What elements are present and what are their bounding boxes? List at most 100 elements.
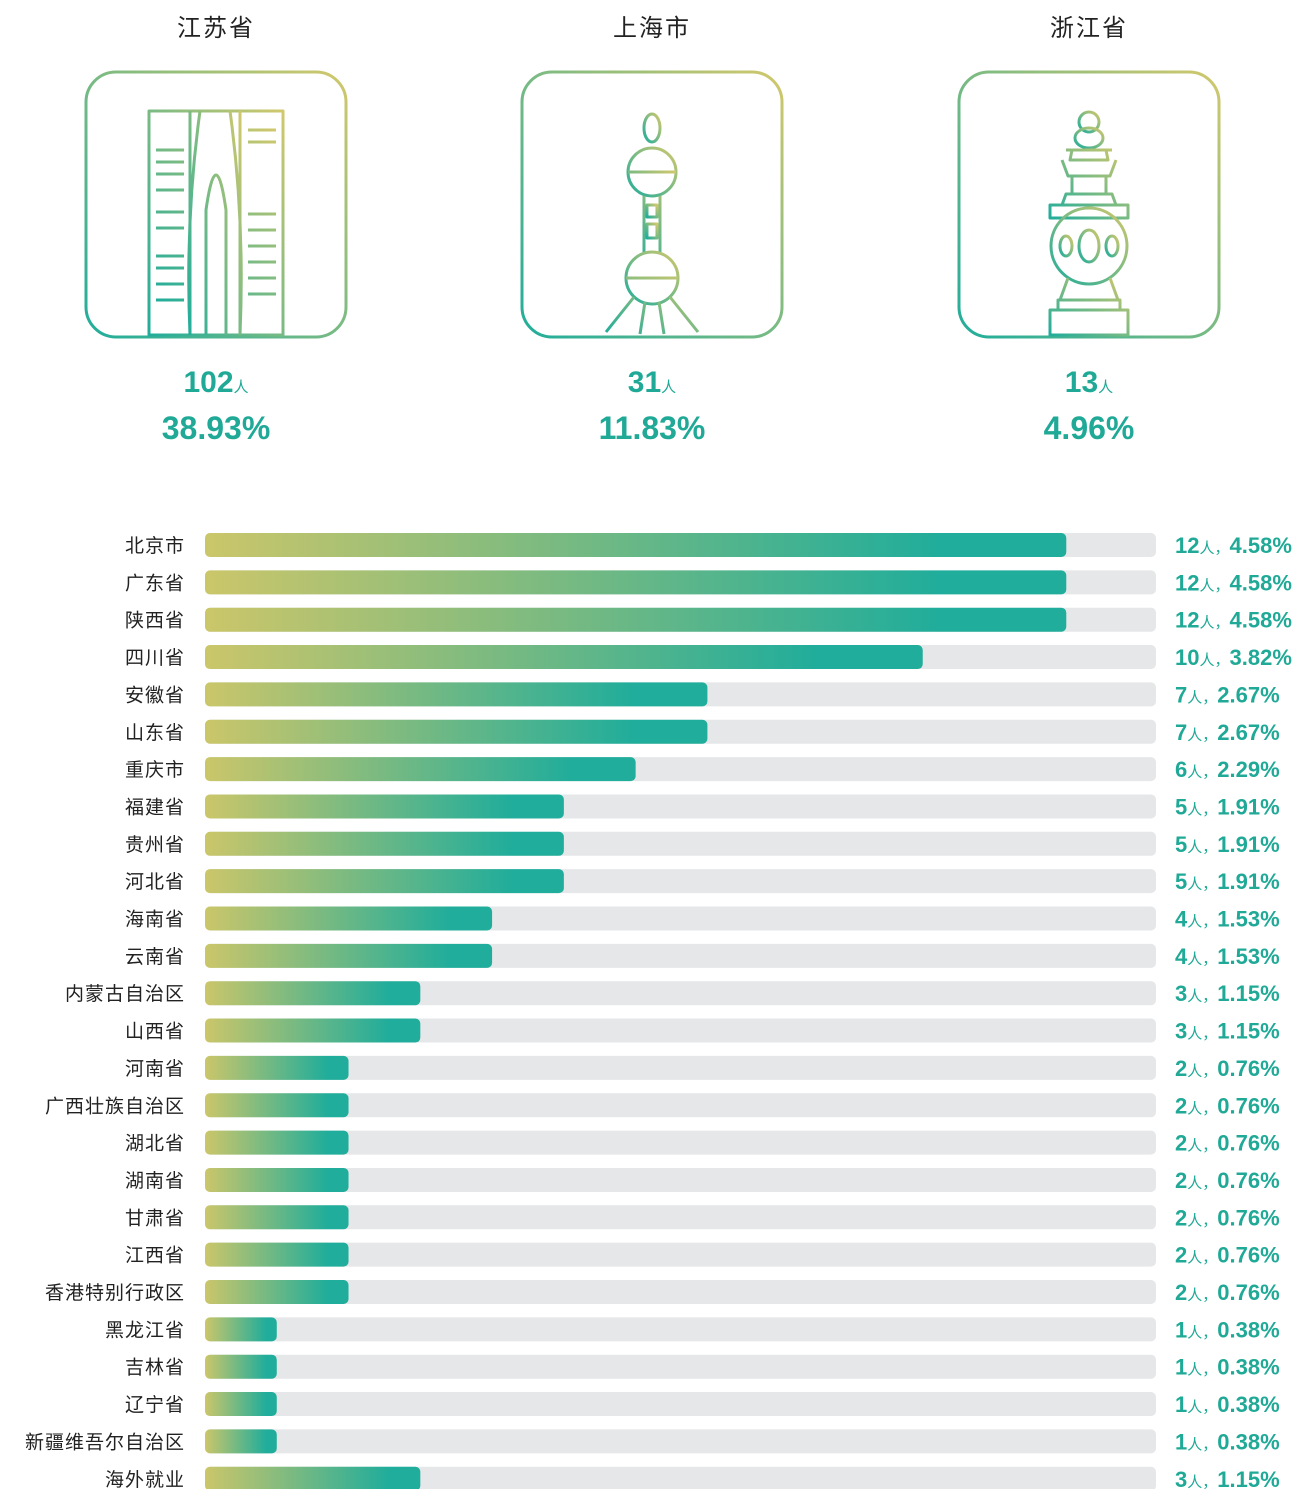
bar <box>205 1467 420 1489</box>
value-separator: ， <box>1202 1473 1217 1489</box>
category-label: 安徽省 <box>125 684 185 706</box>
value-count: 3 <box>1175 1467 1187 1489</box>
bar <box>205 1056 349 1080</box>
value-count: 12 <box>1175 570 1199 595</box>
bar <box>205 1093 349 1117</box>
value-count: 2 <box>1175 1093 1187 1118</box>
value-count: 2 <box>1175 1056 1187 1081</box>
category-label: 江西省 <box>125 1245 185 1267</box>
bar <box>205 533 1066 557</box>
value-count: 1 <box>1175 1392 1187 1417</box>
value-percent: 4.58% <box>1230 608 1292 633</box>
bar <box>205 608 1066 632</box>
value-separator: ， <box>1202 1099 1217 1117</box>
card-percent: 4.96% <box>1044 410 1135 446</box>
value-unit: 人 <box>1187 1473 1202 1489</box>
bar-track <box>205 1355 1156 1379</box>
value-count: 10 <box>1175 645 1199 670</box>
value-unit: 人 <box>1199 614 1214 632</box>
category-label: 陕西省 <box>125 610 185 632</box>
bar <box>205 944 492 968</box>
card-title: 江苏省 <box>177 14 255 42</box>
value-count: 4 <box>1175 907 1188 932</box>
value-label: 12人，4.58% <box>1175 570 1292 595</box>
value-separator: ， <box>1215 651 1230 669</box>
category-label: 吉林省 <box>125 1357 185 1379</box>
value-separator: ， <box>1202 1361 1217 1379</box>
value-separator: ， <box>1202 1286 1217 1304</box>
value-count: 2 <box>1175 1205 1187 1230</box>
value-separator: ， <box>1202 1398 1217 1416</box>
value-label: 4人，1.53% <box>1175 944 1280 969</box>
bar <box>205 682 707 706</box>
value-label: 7人，2.67% <box>1175 720 1280 745</box>
value-unit: 人 <box>1187 726 1202 744</box>
value-count: 6 <box>1175 757 1187 782</box>
bar <box>205 1392 277 1416</box>
count-unit: 人 <box>661 378 676 396</box>
category-label: 河北省 <box>125 871 185 893</box>
category-label: 重庆市 <box>125 759 185 781</box>
value-label: 2人，0.76% <box>1175 1056 1280 1081</box>
bar <box>205 869 564 893</box>
value-percent: 0.76% <box>1217 1131 1279 1156</box>
value-label: 1人，0.38% <box>1175 1317 1280 1342</box>
shanghai-icon <box>606 98 698 334</box>
card-title: 浙江省 <box>1050 14 1128 42</box>
card-count: 13人 <box>1065 366 1113 399</box>
category-label: 山西省 <box>125 1021 185 1043</box>
value-label: 2人，0.76% <box>1175 1243 1280 1268</box>
value-unit: 人 <box>1187 1174 1202 1192</box>
value-percent: 0.76% <box>1217 1280 1279 1305</box>
category-label: 海南省 <box>125 909 185 931</box>
bar <box>205 794 564 818</box>
value-unit: 人 <box>1187 1137 1202 1155</box>
value-count: 2 <box>1175 1243 1187 1268</box>
value-label: 3人，1.15% <box>1175 1467 1280 1489</box>
bar <box>205 1429 277 1453</box>
value-unit: 人 <box>1187 1398 1202 1416</box>
value-label: 1人，0.38% <box>1175 1355 1280 1380</box>
value-percent: 0.38% <box>1217 1429 1279 1454</box>
bar-track <box>205 1317 1156 1341</box>
card-count: 31人 <box>628 366 676 399</box>
value-label: 4人，1.53% <box>1175 907 1280 932</box>
value-percent: 0.76% <box>1217 1093 1279 1118</box>
bar <box>205 570 1066 594</box>
bar <box>205 1317 277 1341</box>
value-percent: 2.67% <box>1217 682 1279 707</box>
value-label: 6人，2.29% <box>1175 757 1280 782</box>
value-unit: 人 <box>1187 838 1202 856</box>
value-unit: 人 <box>1187 1062 1202 1080</box>
value-percent: 1.15% <box>1217 1467 1279 1489</box>
category-label: 湖南省 <box>125 1170 185 1192</box>
value-count: 1 <box>1175 1429 1187 1454</box>
bar <box>205 1243 349 1267</box>
value-count: 7 <box>1175 682 1187 707</box>
value-percent: 1.91% <box>1217 869 1279 894</box>
value-unit: 人 <box>1187 1249 1202 1267</box>
value-count: 5 <box>1175 869 1187 894</box>
card-title: 上海市 <box>613 14 691 42</box>
value-count: 7 <box>1175 720 1187 745</box>
value-separator: ， <box>1202 1211 1217 1229</box>
bar <box>205 1019 420 1043</box>
value-separator: ， <box>1202 1435 1217 1453</box>
value-percent: 0.38% <box>1217 1355 1279 1380</box>
value-percent: 2.67% <box>1217 720 1279 745</box>
jiangsu-icon <box>149 111 283 335</box>
bar <box>205 1168 349 1192</box>
value-label: 12人，4.58% <box>1175 608 1292 633</box>
value-label: 2人，0.76% <box>1175 1131 1280 1156</box>
value-unit: 人 <box>1187 1099 1202 1117</box>
value-percent: 2.29% <box>1217 757 1279 782</box>
value-count: 1 <box>1175 1355 1187 1380</box>
value-separator: ， <box>1215 539 1230 557</box>
count-unit: 人 <box>1098 378 1113 396</box>
value-separator: ， <box>1202 1323 1217 1341</box>
value-percent: 1.91% <box>1217 832 1279 857</box>
bar <box>205 832 564 856</box>
value-label: 2人，0.76% <box>1175 1205 1280 1230</box>
value-percent: 1.53% <box>1217 907 1279 932</box>
bar <box>205 757 636 781</box>
